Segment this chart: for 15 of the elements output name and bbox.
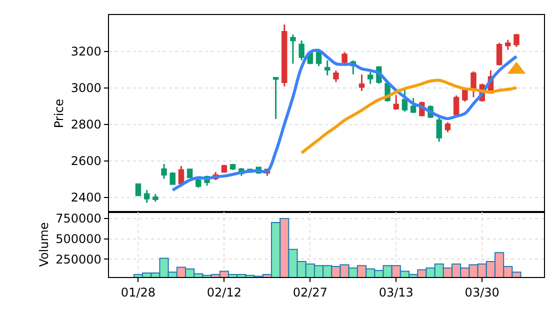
x-tick-label: 01/28 [120, 286, 156, 300]
y-tick-label: 500000 [56, 232, 102, 246]
y-axis-title: Volume [36, 222, 51, 267]
x-tick-label: 03/30 [464, 286, 500, 300]
y-tick-label: 250000 [56, 252, 102, 266]
y-tick-label: 2600 [70, 154, 102, 168]
y-tick-label: 3200 [70, 44, 102, 59]
y-tick-label: 3000 [70, 81, 102, 96]
y-tick-label: 750000 [56, 212, 102, 226]
y-tick-label: 2800 [70, 118, 102, 132]
x-tick-label: 02/27 [292, 286, 328, 300]
y-axis-title: Price [52, 98, 66, 128]
y-tick-label: 2400 [70, 190, 102, 205]
x-tick-label: 02/12 [206, 286, 242, 300]
x-tick-label: 03/13 [378, 286, 414, 300]
